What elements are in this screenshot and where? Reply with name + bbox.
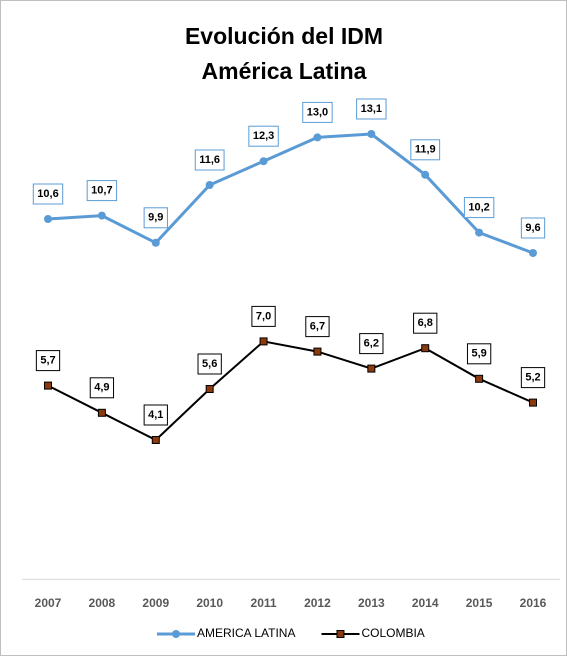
marker [151, 238, 160, 247]
value-label: 10,7 [91, 185, 112, 197]
marker [529, 249, 537, 257]
value-label-box [194, 149, 225, 171]
value-label: 4,9 [94, 382, 109, 394]
legend-marker [172, 630, 180, 638]
marker [44, 215, 52, 223]
marker [259, 157, 268, 166]
marker [475, 228, 484, 237]
value-label: 6,7 [310, 321, 325, 333]
value-label: 11,9 [415, 144, 436, 156]
value-label: 9,6 [525, 222, 540, 234]
marker [529, 398, 537, 407]
value-label-box [466, 343, 492, 365]
x-tick-label: 2016 [520, 596, 547, 610]
value-label-box [413, 312, 438, 334]
value-label-box [302, 101, 333, 123]
value-label-box [251, 305, 276, 327]
value-label: 5,7 [40, 355, 55, 367]
value-label: 10,6 [37, 188, 58, 200]
marker [313, 133, 322, 142]
value-label: 4,1 [148, 409, 163, 421]
chart-subtitle: América Latina [202, 58, 367, 84]
marker [44, 381, 52, 390]
marker [151, 436, 160, 444]
marker [259, 337, 268, 346]
series-line [47, 132, 534, 255]
x-tick-label: 2008 [89, 596, 116, 610]
x-tick-label: 2011 [251, 596, 277, 610]
x-tick-label: 2009 [142, 596, 169, 610]
x-tick-label: 2013 [358, 596, 385, 610]
marker [421, 344, 430, 353]
value-label-box [197, 353, 222, 375]
marker [367, 364, 376, 373]
value-label-box [520, 367, 546, 389]
x-tick-label: 2015 [466, 596, 493, 610]
value-label: 13,0 [307, 106, 328, 118]
value-label-box [35, 350, 61, 372]
value-label: 5,9 [471, 348, 486, 360]
value-label: 13,1 [361, 103, 382, 115]
marker [421, 170, 430, 179]
x-tick-label: 2007 [35, 596, 62, 610]
series-line [47, 340, 534, 442]
value-label: 7,0 [256, 310, 271, 322]
value-label-box [248, 125, 279, 147]
marker [367, 130, 376, 138]
value-label: 12,3 [253, 130, 274, 142]
value-label-box [520, 217, 546, 239]
value-label-box [410, 139, 441, 161]
x-tick-label: 2012 [304, 596, 331, 610]
value-label: 6,2 [364, 338, 379, 350]
value-label: 10,2 [468, 202, 489, 214]
value-label: 5,2 [525, 372, 540, 384]
value-label-box [143, 207, 168, 229]
legend-label: AMERICA LATINA [197, 626, 295, 640]
value-label-box [143, 404, 168, 426]
value-label: 9,9 [148, 212, 163, 224]
chart-title: Evolución del IDM [185, 23, 383, 49]
legend-label: COLOMBIA [361, 626, 424, 640]
value-label: 5,6 [202, 358, 217, 370]
marker [205, 385, 214, 393]
value-label-box [32, 183, 64, 205]
marker [97, 211, 106, 220]
marker [475, 374, 484, 383]
value-label-box [463, 197, 495, 219]
marker [97, 408, 106, 417]
value-label-box [86, 180, 118, 202]
marker [313, 347, 322, 356]
value-label-box [305, 316, 330, 338]
value-label: 6,8 [418, 317, 433, 329]
legend-marker [336, 630, 345, 638]
value-label: 11,6 [199, 154, 220, 166]
value-label-box [359, 333, 384, 355]
marker [205, 181, 214, 189]
x-tick-label: 2014 [412, 596, 439, 610]
x-tick-label: 2010 [196, 596, 223, 610]
value-label-box [89, 377, 115, 399]
value-label-box [356, 98, 387, 120]
